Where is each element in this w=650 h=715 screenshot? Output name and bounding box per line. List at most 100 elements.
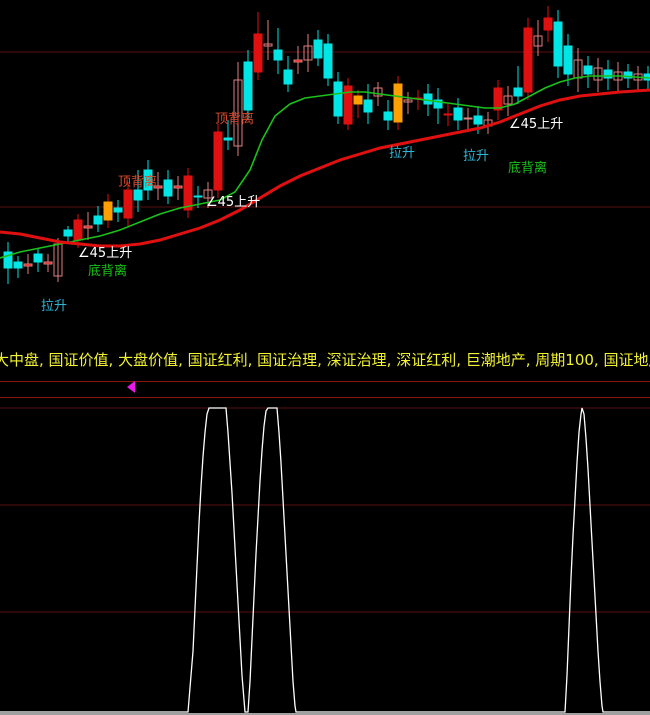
candle-body [583, 65, 593, 75]
candle-body [403, 99, 413, 103]
candle-body [153, 185, 163, 189]
candle-body [393, 83, 403, 123]
candle-body [293, 59, 303, 63]
candlestick-23 [233, 62, 243, 156]
candle-body [13, 261, 23, 269]
candlestick-36 [363, 84, 373, 124]
candlestick-38 [383, 100, 393, 130]
candlestick-61 [613, 62, 623, 92]
candle-body [273, 49, 283, 61]
candle-body [463, 117, 473, 120]
candle-body [163, 179, 173, 197]
candle-body [543, 17, 553, 31]
candlestick-27 [273, 28, 283, 74]
candle-body [43, 261, 53, 265]
candlestick-44 [443, 104, 453, 126]
candle-body [253, 33, 263, 73]
index-ticker-strip[interactable]: 大中盘, 国证价值, 大盘价值, 国证红利, 国证治理, 深证治理, 深证红利,… [0, 340, 650, 380]
candlestick-10 [103, 194, 113, 228]
candle-body [193, 195, 203, 198]
candle-body [83, 225, 93, 229]
indicator-chart-svg [0, 407, 650, 715]
candlestick-6 [63, 226, 73, 244]
candlestick-8 [83, 212, 93, 240]
candlestick-30 [303, 34, 313, 72]
candlestick-price-panel[interactable]: 顶背离 顶背离 ∠45上升 ∠45上升 底背离 拉升 拉升 拉升 ∠45上升 底背离 [0, 0, 650, 340]
candle-body [233, 79, 243, 147]
candlestick-46 [463, 108, 473, 130]
candle-body [453, 107, 463, 121]
candle-body [623, 71, 633, 79]
candlestick-59 [593, 58, 603, 92]
candlestick-32 [323, 34, 333, 86]
candle-body [33, 253, 43, 263]
candlestick-52 [523, 18, 533, 100]
candle-body [173, 185, 183, 189]
candle-body [183, 175, 193, 211]
candle-body [63, 229, 73, 237]
candlestick-50 [503, 86, 513, 116]
candle-body [263, 43, 273, 47]
candlestick-0 [3, 242, 13, 284]
candle-body [533, 35, 543, 47]
candle-body [213, 131, 223, 191]
candlestick-31 [313, 30, 323, 66]
candlestick-15 [153, 172, 163, 200]
candle-body [303, 45, 313, 61]
candle-body [323, 43, 333, 79]
candle-body [443, 113, 453, 116]
candlestick-12 [123, 182, 133, 226]
candle-body [423, 93, 433, 105]
candlestick-13 [133, 170, 143, 212]
candlestick-20 [203, 182, 213, 208]
candlestick-54 [543, 6, 553, 42]
candle-body [203, 189, 213, 199]
candle-body [283, 69, 293, 85]
moving-average-fast-line [0, 75, 650, 259]
candle-body [333, 81, 343, 117]
candlestick-53 [533, 20, 543, 56]
candle-body [503, 95, 513, 105]
candle-body [473, 115, 483, 125]
candlestick-21 [213, 124, 223, 198]
candle-body [373, 87, 383, 97]
candlestick-57 [573, 48, 583, 92]
ticker-text: 大中盘, 国证价值, 大盘价值, 国证红利, 国证治理, 深证治理, 深证红利,… [0, 351, 650, 369]
price-chart-svg [0, 6, 650, 284]
indicator-gridlines [0, 407, 650, 715]
candle-body [313, 39, 323, 59]
candle-body [343, 85, 353, 125]
candlestick-48 [483, 112, 493, 134]
candlestick-35 [353, 90, 363, 118]
candlestick-56 [563, 34, 573, 86]
candle-body [243, 61, 253, 111]
divider-line-bottom [0, 397, 650, 398]
candlestick-55 [553, 10, 563, 78]
candlestick-16 [163, 170, 173, 204]
candlestick-series [3, 6, 650, 284]
scroll-position-marker-icon[interactable] [127, 381, 135, 393]
candlestick-25 [253, 12, 263, 80]
candlestick-9 [93, 206, 103, 232]
candlestick-3 [33, 248, 43, 272]
candlestick-1 [13, 256, 23, 278]
candle-body [563, 45, 573, 75]
candlestick-4 [43, 254, 53, 272]
candlestick-28 [283, 56, 293, 92]
candlestick-26 [263, 20, 273, 60]
candlestick-17 [173, 176, 183, 200]
candlestick-24 [243, 50, 253, 120]
candle-body [353, 95, 363, 105]
candle-body [553, 21, 563, 67]
candle-body [3, 251, 13, 269]
panel-divider [0, 380, 650, 400]
candlestick-49 [493, 80, 503, 120]
candle-body [143, 169, 153, 191]
candle-body [123, 189, 133, 219]
candle-body [73, 219, 83, 241]
divider-line-top [0, 381, 650, 382]
oscillator-indicator-panel[interactable] [0, 398, 650, 715]
candlestick-40 [403, 92, 413, 114]
candlestick-51 [513, 66, 523, 104]
candle-body [513, 87, 523, 97]
